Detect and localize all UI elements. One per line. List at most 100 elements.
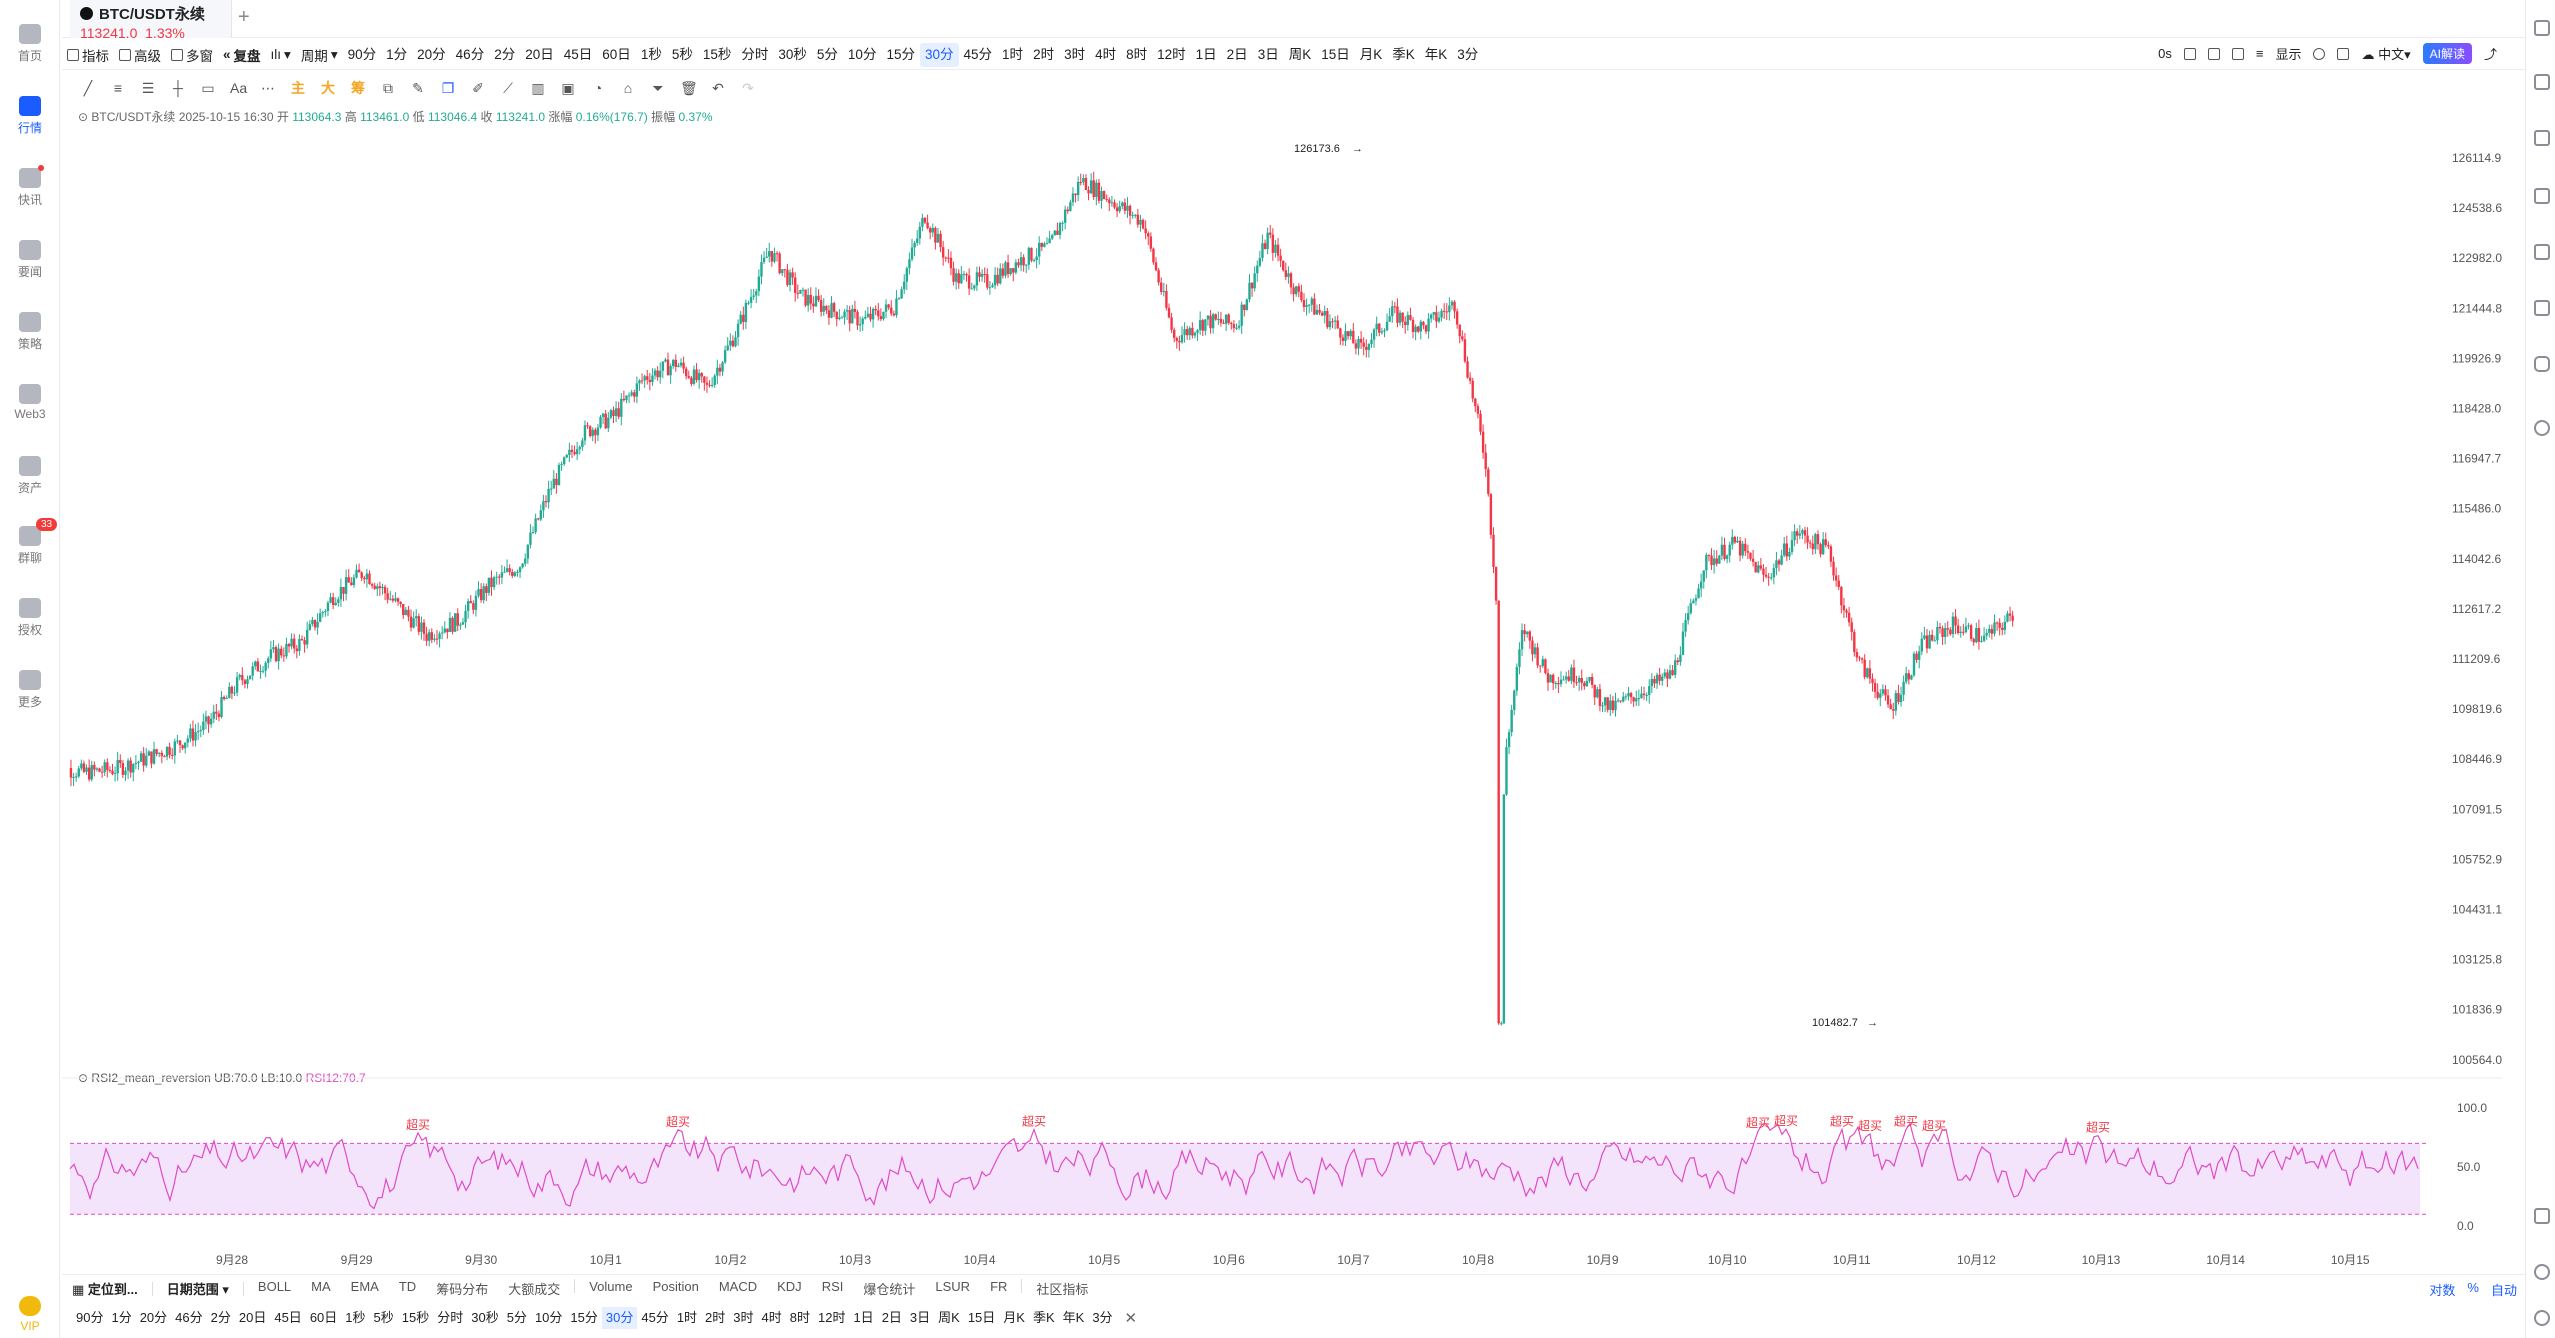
interval-30[interactable]: 季K xyxy=(1392,46,1415,62)
bottom-interval-17[interactable]: 45分 xyxy=(641,1310,669,1325)
bottom-interval-8[interactable]: 1秒 xyxy=(345,1310,366,1325)
close-icon[interactable]: ✕ xyxy=(1124,1310,1138,1327)
interval-31[interactable]: 年K xyxy=(1424,46,1448,62)
indicator-tab-1[interactable]: MA xyxy=(311,1279,331,1294)
indicator-tab-3[interactable]: TD xyxy=(398,1279,417,1294)
interval-5[interactable]: 20日 xyxy=(525,46,554,62)
indicator-tab-9[interactable]: KDJ xyxy=(777,1279,802,1294)
add-tab-button[interactable]: + xyxy=(238,6,250,28)
interval-28[interactable]: 15日 xyxy=(1321,46,1350,62)
chip-button[interactable]: 筹 xyxy=(351,80,365,96)
bottom-interval-32[interactable]: 3分 xyxy=(1092,1310,1113,1325)
bottom-interval-27[interactable]: 周K xyxy=(938,1310,960,1325)
multi-window-button[interactable]: 多窗 xyxy=(166,43,218,67)
main-indicator-button[interactable]: 主 xyxy=(291,80,305,96)
nav-item-chat[interactable]: 群聊 33 xyxy=(0,518,60,566)
interval-10[interactable]: 15秒 xyxy=(702,46,732,62)
channel-icon[interactable]: ☰ xyxy=(141,80,155,96)
nav-item-wallet[interactable]: 资产 xyxy=(0,456,60,496)
bottom-interval-15[interactable]: 15分 xyxy=(570,1310,598,1325)
interval-22[interactable]: 8时 xyxy=(1126,46,1148,62)
bottom-interval-25[interactable]: 2日 xyxy=(881,1310,902,1325)
interval-12[interactable]: 30秒 xyxy=(778,46,807,62)
ruler-icon[interactable]: ✐ xyxy=(472,80,484,96)
parallel-lines-icon[interactable]: ≡ xyxy=(113,80,123,96)
locate-button[interactable]: ▦ 定位到... xyxy=(62,1279,148,1298)
bottom-interval-11[interactable]: 分时 xyxy=(437,1310,464,1325)
nav-item-news[interactable]: 快讯 xyxy=(0,165,60,208)
bottom-interval-31[interactable]: 年K xyxy=(1062,1310,1085,1325)
interval-32[interactable]: 3分 xyxy=(1457,46,1479,62)
layout-icon[interactable] xyxy=(2534,1208,2550,1224)
bottom-interval-4[interactable]: 2分 xyxy=(210,1310,231,1325)
redo-icon[interactable]: ↷ xyxy=(742,80,754,96)
big-order-button[interactable]: 大 xyxy=(321,80,335,96)
bottom-interval-9[interactable]: 5秒 xyxy=(373,1310,394,1325)
bottom-interval-21[interactable]: 4时 xyxy=(761,1310,782,1325)
bottom-interval-22[interactable]: 8时 xyxy=(789,1310,810,1325)
nav-item-home[interactable]: 首页 xyxy=(0,24,60,64)
indicator-tab-14[interactable]: 社区指标 xyxy=(1036,1282,1089,1297)
candle-compare-icon[interactable]: ▥ xyxy=(531,80,545,96)
interval-29[interactable]: 月K xyxy=(1359,46,1383,62)
interval-1[interactable]: 1分 xyxy=(386,46,408,62)
message-icon[interactable] xyxy=(2534,1310,2550,1326)
tab-btc-usdt[interactable]: BTC/USDT永续 113241.0 1.33% xyxy=(70,0,232,41)
horizontal-line-icon[interactable]: ┼ xyxy=(173,80,183,96)
bottom-interval-30[interactable]: 季K xyxy=(1032,1310,1055,1325)
bottom-interval-12[interactable]: 30秒 xyxy=(471,1310,499,1325)
nav-item-more[interactable]: 更多 xyxy=(0,670,60,710)
interval-6[interactable]: 45日 xyxy=(563,46,593,62)
percent-scale-button[interactable]: % xyxy=(2467,1280,2479,1295)
settings-icon[interactable] xyxy=(2313,47,2326,60)
bottom-interval-13[interactable]: 5分 xyxy=(506,1310,527,1325)
undo-icon[interactable]: ↶ xyxy=(712,80,724,96)
nav-item-headline[interactable]: 要闻 xyxy=(0,240,60,280)
trash-icon[interactable]: 🗑 xyxy=(680,80,698,96)
bottom-interval-16[interactable]: 30分 xyxy=(601,1307,638,1329)
collapse-icon[interactable]: ⊙ xyxy=(78,110,89,124)
interval-2[interactable]: 20分 xyxy=(417,46,446,62)
chart-image-icon[interactable]: ▣ xyxy=(561,80,575,96)
bookmark-icon[interactable] xyxy=(2231,47,2244,60)
interval-15[interactable]: 15分 xyxy=(886,46,915,62)
trend-icon[interactable] xyxy=(2534,188,2550,204)
interval-24[interactable]: 1日 xyxy=(1195,46,1217,62)
bottom-interval-1[interactable]: 1分 xyxy=(111,1310,132,1325)
indicator-tab-7[interactable]: Position xyxy=(652,1279,699,1294)
date-range-dropdown[interactable]: 日期范围 ▾ xyxy=(157,1279,239,1298)
interval-8[interactable]: 1秒 xyxy=(640,46,662,62)
fullscreen-icon[interactable] xyxy=(2337,47,2350,60)
lock-icon[interactable]: ⌂ xyxy=(623,80,633,96)
indicator-tab-4[interactable]: 筹码分布 xyxy=(436,1282,489,1297)
interval-14[interactable]: 10分 xyxy=(847,46,877,62)
bottom-interval-20[interactable]: 3时 xyxy=(733,1310,754,1325)
bottom-interval-24[interactable]: 1日 xyxy=(853,1310,874,1325)
interval-20[interactable]: 3时 xyxy=(1064,46,1086,62)
interval-17[interactable]: 45分 xyxy=(963,46,993,62)
bottom-interval-3[interactable]: 46分 xyxy=(175,1310,203,1325)
share-icon[interactable]: ⤴ xyxy=(2483,47,2497,62)
chart-window-icon[interactable] xyxy=(2534,244,2550,260)
list-icon[interactable] xyxy=(2534,20,2550,36)
interval-16[interactable]: 30分 xyxy=(919,42,959,67)
bottom-interval-6[interactable]: 45日 xyxy=(274,1310,302,1325)
bottom-interval-2[interactable]: 20分 xyxy=(139,1310,168,1325)
filter-icon[interactable]: ⏷ xyxy=(652,80,664,96)
interval-3[interactable]: 46分 xyxy=(455,46,485,62)
more-tools-icon[interactable]: ⋯ xyxy=(261,80,275,96)
interval-26[interactable]: 3日 xyxy=(1257,46,1279,62)
nav-item-market[interactable]: 行情 xyxy=(0,96,60,136)
help-icon[interactable] xyxy=(2534,420,2550,436)
indicator-tab-11[interactable]: 爆仓统计 xyxy=(863,1282,916,1297)
brush-icon[interactable]: ✎ xyxy=(412,80,424,96)
nav-item-vip[interactable]: VIP xyxy=(0,1296,60,1333)
robot-icon[interactable] xyxy=(2534,356,2550,372)
interval-4[interactable]: 2分 xyxy=(494,46,516,62)
magnet-icon[interactable]: ◔ xyxy=(593,80,603,96)
bottom-interval-5[interactable]: 20日 xyxy=(238,1310,267,1325)
interval-25[interactable]: 2日 xyxy=(1226,46,1248,62)
bottom-interval-7[interactable]: 60日 xyxy=(309,1310,338,1325)
interval-0[interactable]: 90分 xyxy=(347,46,377,62)
interval-9[interactable]: 5秒 xyxy=(671,46,693,62)
